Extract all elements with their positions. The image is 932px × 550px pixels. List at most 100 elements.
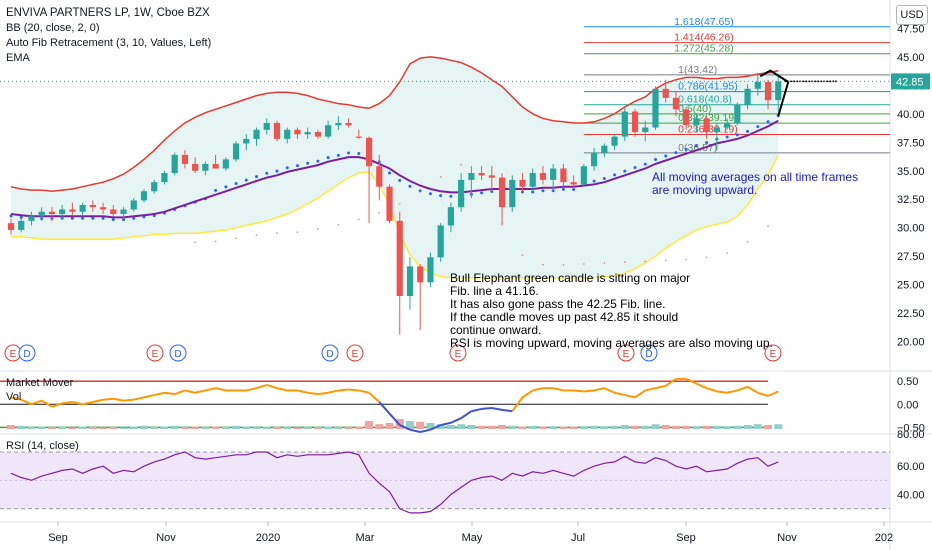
blue-dot xyxy=(705,141,709,145)
red-dot xyxy=(439,176,442,178)
event-marker-icon xyxy=(764,344,782,362)
candle-body xyxy=(386,186,393,221)
volume-bar xyxy=(211,426,220,429)
market-mover-segment xyxy=(747,385,759,394)
volume-label[interactable]: Vol xyxy=(6,391,22,403)
market-mover-segment xyxy=(399,424,411,431)
volume-bar xyxy=(436,424,445,429)
market-mover-segment xyxy=(634,389,646,399)
candle-body xyxy=(570,182,577,185)
fib-level-label: 1(43.42) xyxy=(678,64,717,76)
candle-body xyxy=(417,266,424,283)
market-mover-segment xyxy=(726,389,738,394)
blue-dot xyxy=(316,159,320,163)
blue-dot xyxy=(684,147,688,151)
event-marker-icon xyxy=(346,344,364,362)
market-mover-segment xyxy=(430,424,442,431)
volume-bar xyxy=(487,425,496,429)
volume-bar xyxy=(334,427,343,429)
volume-bar xyxy=(313,427,322,429)
annotation-blue-line: are moving upward. xyxy=(652,183,758,197)
volume-bar xyxy=(303,427,312,429)
candle-body xyxy=(652,88,659,128)
market-mover-segment xyxy=(113,397,124,402)
indicator-fib-label[interactable]: Auto Fib Retracement (3, 10, Values, Lef… xyxy=(6,37,212,49)
volume-bar xyxy=(702,425,711,429)
candle-body xyxy=(693,118,700,126)
candle-body xyxy=(672,97,680,110)
volume-bar xyxy=(365,421,374,429)
market-mover-label[interactable]: Market Mover xyxy=(6,377,74,389)
volume-bar xyxy=(375,424,384,429)
blue-dot xyxy=(224,185,228,189)
market-mover-segment xyxy=(471,407,482,413)
volume-bar xyxy=(579,426,588,429)
event-marker-icon xyxy=(18,344,36,362)
candle-body xyxy=(99,207,107,210)
candle-body xyxy=(18,220,25,230)
candle-body xyxy=(488,175,495,178)
market-mover-segment xyxy=(41,399,53,408)
symbol-title[interactable]: ENVIVA PARTNERS LP, 1W, Cboe BZX xyxy=(6,7,210,19)
candle-body xyxy=(38,211,45,217)
market-mover-segment xyxy=(491,407,503,411)
market-mover-segment xyxy=(205,387,216,392)
currency-button[interactable]: USD xyxy=(896,5,928,25)
candle-body xyxy=(447,207,454,226)
blue-dot xyxy=(725,135,729,139)
volume-bar xyxy=(201,427,210,429)
blue-dot xyxy=(694,144,698,148)
red-dot xyxy=(398,202,401,205)
red-dot xyxy=(767,225,769,228)
blue-dot xyxy=(9,214,13,218)
event-marker-label: E xyxy=(455,349,462,360)
market-mover-segment xyxy=(450,417,462,424)
blue-dot xyxy=(214,188,218,192)
candle-body xyxy=(478,173,485,176)
candle-body xyxy=(161,173,168,183)
market-mover-segment xyxy=(368,392,380,403)
volume-bar xyxy=(191,426,200,429)
price-tick-label: 27.50 xyxy=(897,251,925,263)
rsi-tick-label: 80.00 xyxy=(897,429,925,441)
market-mover-segment xyxy=(10,396,22,401)
candle-body xyxy=(232,143,240,160)
event-marker-label: E xyxy=(152,349,159,360)
market-mover-segment xyxy=(143,394,155,399)
volume-bar xyxy=(549,426,558,429)
volume-bar xyxy=(631,425,640,429)
market-mover-segment xyxy=(521,389,534,399)
market-mover-segment xyxy=(573,389,584,393)
time-tick-label: Mar xyxy=(356,532,375,544)
volume-bar xyxy=(283,427,292,429)
blue-dot xyxy=(766,120,770,124)
blue-dot xyxy=(255,175,259,179)
market-mover-segment xyxy=(82,401,94,406)
price-tick-label: 35.00 xyxy=(897,166,925,178)
blue-dot xyxy=(101,216,105,220)
red-dot xyxy=(582,263,585,265)
candle-body xyxy=(621,111,628,137)
market-mover-segment xyxy=(757,391,769,397)
price-tick-label: 32.50 xyxy=(897,194,925,206)
volume-bar xyxy=(712,425,721,429)
blue-dot xyxy=(388,171,392,175)
indicator-bb-label[interactable]: BB (20, close, 2, 0) xyxy=(6,22,100,34)
volume-bar xyxy=(590,425,599,429)
rsi-label[interactable]: RSI (14, close) xyxy=(6,440,79,452)
red-dot xyxy=(194,241,197,244)
candle-body xyxy=(192,163,199,171)
market-mover-tick-label: −0.50 xyxy=(897,422,925,434)
candle-body xyxy=(243,138,250,144)
market-mover-segment xyxy=(645,387,656,392)
volume-bar xyxy=(354,426,363,429)
candle-body xyxy=(181,154,189,164)
indicator-ema-label[interactable]: EMA xyxy=(6,52,30,64)
candle-body xyxy=(130,200,137,210)
candle-body xyxy=(427,257,434,283)
candle-body xyxy=(304,132,311,135)
blue-dot xyxy=(306,161,310,165)
volume-bar xyxy=(324,426,333,429)
candle-body xyxy=(754,81,761,89)
